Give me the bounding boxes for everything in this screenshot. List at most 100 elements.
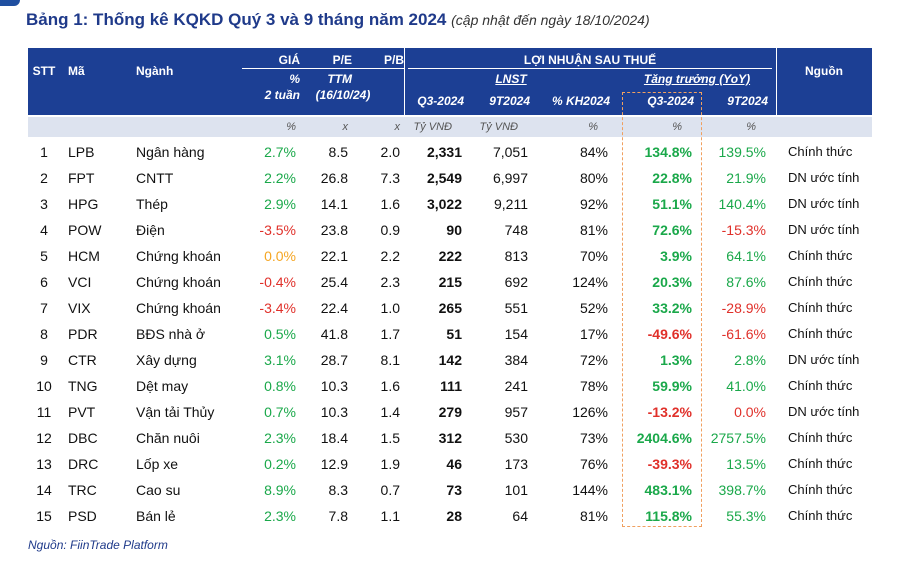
table-cell: 7 [40,300,48,316]
header-cell: Q3-2024 [647,94,694,108]
table-cell: 4 [40,222,48,238]
table-cell: 8.3 [328,482,348,498]
table-cell: 11 [36,404,52,420]
table-cell: 26.8 [320,170,348,186]
table-cell: DN ước tính [788,222,860,237]
table-cell: Lốp xe [136,456,179,472]
header-cell: Nguồn [805,64,843,78]
table-cell: DBC [68,430,98,446]
table-cell: 14.1 [320,196,348,212]
table-cell: 0.0% [734,404,766,420]
table-cell: 92% [579,196,608,212]
table-cell: 2.3% [264,508,296,524]
table-cell: 813 [504,248,528,264]
table-cell: 28.7 [320,352,348,368]
table-cell: 76% [579,456,608,472]
table-cell: DN ước tính [788,404,860,419]
table-cell: Chính thức [788,326,853,341]
table-cell: 0.2% [264,456,296,472]
table-cell: 483.1% [644,482,692,498]
table-cell: Chính thức [788,144,853,159]
header-cell: % [289,72,300,86]
header-cell: GIÁ [278,53,300,67]
table-cell: 64.1% [726,248,766,264]
table-cell: CNTT [136,170,174,186]
table-cell: 8.5 [328,144,348,160]
header-cell: Mã [68,64,85,78]
table-cell: 41.8 [320,326,348,342]
table-cell: Xây dựng [136,352,197,368]
table-cell: 144% [572,482,608,498]
table-cell: 115.8% [645,508,692,524]
table-cell: 72% [579,352,608,368]
table-cell: 2,331 [426,144,462,160]
table-cell: 111 [440,378,462,394]
table-cell: 14 [36,482,52,498]
table-cell: 41.0% [726,378,766,394]
table-cell: 530 [504,430,528,446]
table-cell: 81% [579,222,608,238]
header-cell: 2 tuần [264,88,300,102]
header-divider [776,48,777,115]
table-cell: 0.7% [264,404,296,420]
table-cell: Chăn nuôi [136,430,200,446]
table-cell: 12 [36,430,52,446]
table-cell: 2.8% [734,352,766,368]
table-cell: Chứng khoán [136,248,221,264]
table-cell: Thép [136,196,168,212]
table-cell: Chính thức [788,300,853,315]
table-cell: Chính thức [788,378,853,393]
header-cell: TTM [327,72,352,86]
header-cell: (16/10/24) [315,88,371,102]
table-cell: 6,997 [492,170,528,186]
table-cell: -3.5% [259,222,296,238]
table-cell: 10.3 [320,378,348,394]
table-cell: 384 [504,352,528,368]
table-cell: 2.0 [380,144,400,160]
table-cell: 12.9 [320,456,348,472]
table-cell: 124% [572,274,608,290]
table-cell: 8.9% [264,482,296,498]
table-cell: 22.1 [320,248,348,264]
table-cell: 2.7% [264,144,296,160]
table-cell: Chính thức [788,430,853,445]
header-rule [242,68,404,69]
table-cell: 139.5% [718,144,766,160]
table-cell: VCI [68,274,92,290]
table-cell: Chứng khoán [136,300,221,316]
table-cell: 1 [40,144,48,160]
table-cell: Chính thức [788,508,853,523]
table-cell: 215 [438,274,462,290]
table-cell: 748 [504,222,528,238]
table-cell: HPG [68,196,99,212]
table-cell: -49.6% [647,326,692,342]
table-cell: 70% [579,248,608,264]
table-cell: 1.0 [380,300,400,316]
table-cell: 17% [579,326,608,342]
table-cell: 21.9% [726,170,766,186]
table-cell: 0.7 [380,482,400,498]
header-cell: 9T2024 [727,94,768,108]
table-cell: FPT [68,170,95,186]
table-cell: 2,549 [426,170,462,186]
header-cell: Ngành [136,64,174,78]
header-cell: LNST [495,72,527,86]
table-cell: Chứng khoán [136,274,221,290]
table-cell: 3 [40,196,48,212]
table-cell: 90 [446,222,462,238]
table-cell: 312 [438,430,462,446]
table-cell: DN ước tính [788,196,860,211]
unit-cell: Tỷ VNĐ [413,121,453,133]
table-cell: Chính thức [788,482,853,497]
table-cell: 33.2% [652,300,692,316]
table-cell: TNG [68,378,98,394]
table-cell: 1.6 [380,196,400,212]
table-cell: DRC [68,456,99,472]
table-cell: DN ước tính [788,352,860,367]
subtitle: (cập nhật đến ngày 18/10/2024) [451,12,650,28]
table-cell: 1.6 [380,378,400,394]
table-cell: 6 [40,274,48,290]
table-cell: 87.6% [726,274,766,290]
table-cell: 23.8 [320,222,348,238]
